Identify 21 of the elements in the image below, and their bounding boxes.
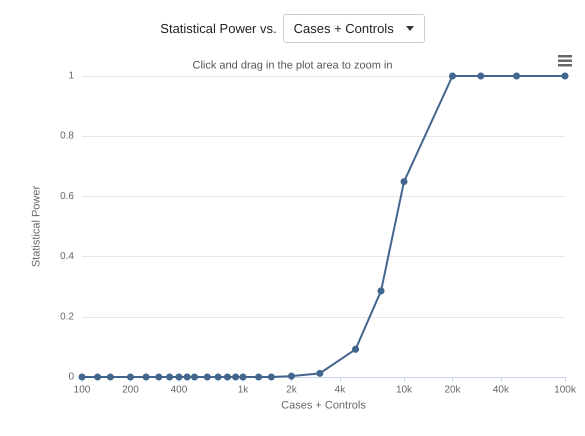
chart-title: Statistical Power vs. xyxy=(160,21,277,36)
y-tick-label: 1 xyxy=(68,70,74,82)
chart-subtitle: Click and drag in the plot area to zoom in xyxy=(192,60,392,72)
x-tick-label: 4k xyxy=(334,384,346,396)
x-tick-label: 100 xyxy=(74,384,91,396)
x-tick-label: 100k xyxy=(554,384,577,396)
dropdown: Cases + Controls xyxy=(282,14,425,43)
x-tick-label: 200 xyxy=(122,384,140,396)
x-tick-label: 1k xyxy=(238,384,250,396)
y-tick-label: 0 xyxy=(68,372,74,382)
x-tick-label: 10k xyxy=(396,384,414,396)
y-tick-label: 0.6 xyxy=(60,190,74,202)
y-tick-label: 0.8 xyxy=(60,130,74,142)
x-axis-title: Cases + Controls xyxy=(281,399,366,412)
x-tick-label: 400 xyxy=(170,384,188,396)
y-axis-title: Statistical Power xyxy=(30,186,42,268)
y-tick-label: 0.4 xyxy=(60,251,74,262)
x-tick-label: 40k xyxy=(492,384,510,396)
x-tick-label: 2k xyxy=(286,384,298,396)
x-tick-label: 20k xyxy=(444,384,462,396)
y-tick-label: 0.2 xyxy=(60,311,74,322)
